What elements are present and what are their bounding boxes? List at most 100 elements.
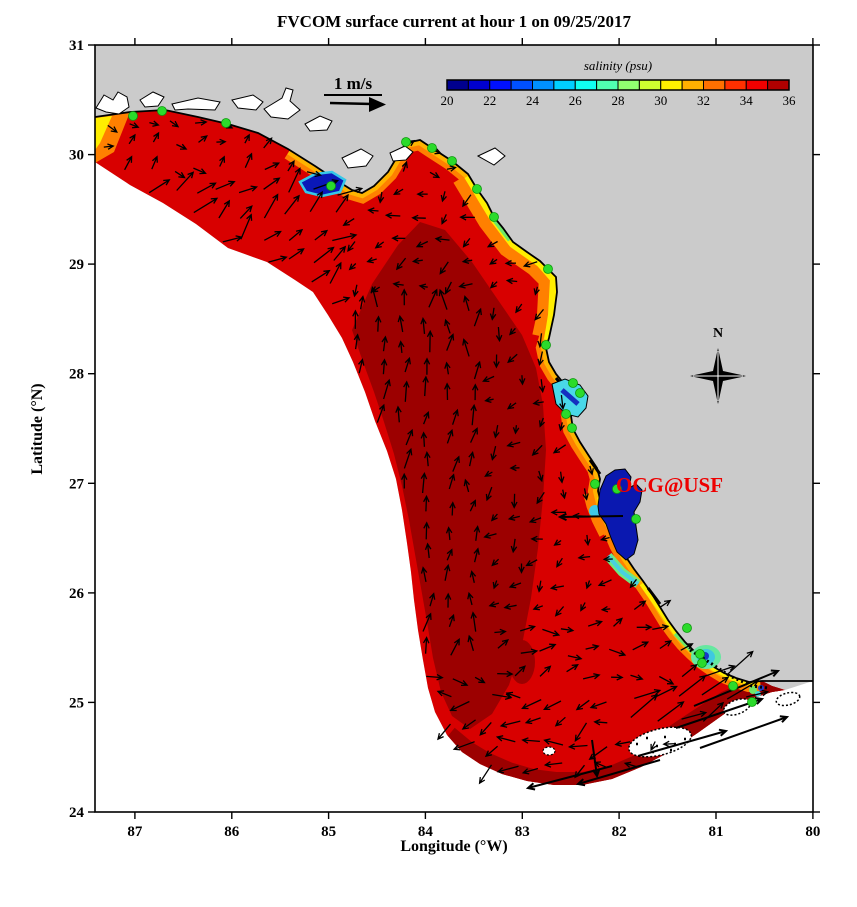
current-vector bbox=[587, 465, 594, 476]
current-vector bbox=[557, 512, 624, 522]
st-george-sound bbox=[389, 145, 414, 162]
current-vector bbox=[382, 378, 391, 400]
colorbar-tick-label: 32 bbox=[697, 93, 710, 108]
x-axis-label: Longitude (°W) bbox=[400, 838, 508, 855]
current-vector bbox=[370, 285, 379, 308]
current-vector bbox=[423, 494, 430, 512]
current-vector bbox=[195, 119, 208, 126]
salinity-36-patch bbox=[509, 640, 535, 684]
current-vector bbox=[496, 765, 519, 774]
keys-island-small bbox=[542, 746, 556, 756]
compass-north-label: N bbox=[712, 326, 724, 341]
current-vector bbox=[451, 408, 459, 425]
current-vector bbox=[582, 673, 601, 680]
station-dot bbox=[568, 378, 578, 388]
current-vector bbox=[536, 491, 545, 505]
current-vector bbox=[543, 761, 563, 768]
current-vector bbox=[533, 286, 540, 296]
current-vector bbox=[397, 314, 405, 333]
current-vector bbox=[331, 296, 351, 305]
current-vector bbox=[462, 194, 472, 208]
plot-border bbox=[94, 44, 814, 813]
tampa-bay bbox=[597, 468, 643, 561]
x-tick-label: 80 bbox=[805, 824, 820, 840]
current-vector bbox=[462, 338, 470, 357]
current-vector bbox=[395, 405, 402, 423]
current-vector bbox=[352, 284, 359, 298]
current-vector bbox=[494, 628, 507, 636]
current-vector bbox=[497, 638, 510, 649]
current-vector bbox=[395, 257, 407, 271]
current-vector bbox=[198, 135, 208, 143]
scale-arrow-label: 1 m/s bbox=[324, 74, 382, 96]
current-vector bbox=[473, 547, 480, 563]
current-vector bbox=[391, 235, 406, 242]
current-vector bbox=[438, 288, 448, 310]
current-vector bbox=[543, 700, 562, 711]
colorbar-cell bbox=[745, 79, 769, 91]
current-vector bbox=[380, 358, 388, 375]
current-vector bbox=[463, 295, 470, 311]
current-vector bbox=[567, 654, 583, 661]
current-vector bbox=[401, 160, 408, 172]
x-tick-label: 82 bbox=[612, 824, 627, 840]
current-vector bbox=[444, 592, 452, 608]
current-vector bbox=[492, 693, 513, 701]
current-vector bbox=[538, 379, 546, 394]
station-dot bbox=[695, 649, 705, 659]
current-vector bbox=[441, 214, 448, 225]
station-dot bbox=[401, 137, 411, 147]
current-vector bbox=[492, 580, 499, 590]
current-vector bbox=[415, 240, 429, 248]
station-dot bbox=[447, 156, 457, 166]
current-vector bbox=[662, 740, 676, 748]
current-vector bbox=[508, 582, 522, 589]
current-vector bbox=[530, 535, 543, 543]
current-vector bbox=[342, 218, 355, 226]
current-vector bbox=[486, 240, 498, 248]
current-vector bbox=[518, 375, 526, 386]
colorbar-cell bbox=[574, 79, 598, 91]
west-corner-yellow bbox=[95, 116, 112, 150]
current-vector bbox=[446, 548, 453, 561]
current-vector bbox=[479, 721, 492, 736]
current-vector bbox=[240, 213, 253, 240]
current-vector bbox=[521, 699, 542, 710]
station-dot bbox=[561, 409, 571, 419]
st-joseph-bay bbox=[341, 148, 374, 169]
colorbar-cell bbox=[617, 79, 640, 91]
current-vector bbox=[420, 431, 428, 447]
current-vector bbox=[176, 171, 195, 191]
current-vector bbox=[470, 427, 478, 443]
colorbar-cell bbox=[638, 79, 662, 91]
current-vector bbox=[634, 688, 662, 700]
station-dot bbox=[157, 106, 167, 116]
scale-arrow-head bbox=[369, 97, 386, 112]
current-vector bbox=[462, 238, 471, 248]
current-vector bbox=[506, 441, 521, 448]
station-dot bbox=[326, 181, 336, 191]
current-vector bbox=[333, 245, 347, 261]
current-vector bbox=[397, 340, 405, 353]
current-vector bbox=[218, 199, 231, 219]
station-dot bbox=[631, 514, 641, 524]
current-vector bbox=[393, 188, 404, 196]
current-vector bbox=[484, 470, 493, 477]
current-vector bbox=[467, 634, 475, 651]
station-dot bbox=[128, 111, 138, 121]
ocg-usf-annotation: OCG@USF bbox=[616, 473, 724, 497]
current-vector bbox=[193, 197, 219, 214]
station-dot bbox=[697, 658, 707, 668]
current-vector bbox=[532, 604, 544, 611]
colorbar-tick-label: 24 bbox=[526, 93, 540, 108]
current-vector bbox=[151, 155, 158, 170]
current-vector bbox=[420, 317, 427, 334]
current-vector bbox=[511, 493, 518, 509]
current-vector bbox=[311, 269, 331, 283]
y-tick-label: 26 bbox=[69, 586, 85, 602]
current-vector bbox=[452, 455, 460, 472]
current-vector bbox=[553, 539, 562, 546]
current-vector bbox=[658, 675, 675, 685]
current-vector bbox=[512, 425, 520, 435]
